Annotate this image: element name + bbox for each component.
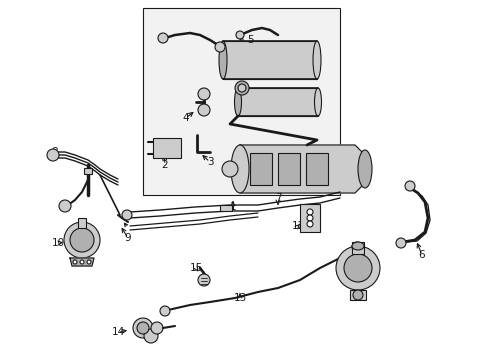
Circle shape [160, 306, 170, 316]
Bar [305, 153, 327, 185]
Text: 12: 12 [291, 221, 304, 231]
Text: 8: 8 [52, 147, 58, 157]
Circle shape [47, 149, 59, 161]
Bar [351, 242, 363, 254]
Circle shape [306, 221, 312, 227]
Bar [349, 290, 365, 300]
Bar [220, 205, 231, 211]
Circle shape [222, 161, 238, 177]
Ellipse shape [351, 242, 363, 250]
Text: 2: 2 [162, 160, 168, 170]
Text: 13: 13 [233, 293, 246, 303]
Ellipse shape [235, 81, 248, 95]
Text: 10: 10 [51, 238, 64, 248]
Circle shape [352, 290, 362, 300]
Circle shape [306, 209, 312, 215]
Polygon shape [70, 258, 94, 266]
Circle shape [73, 260, 77, 264]
Bar [278, 153, 299, 185]
Ellipse shape [230, 145, 248, 193]
Bar [78, 218, 86, 228]
Ellipse shape [357, 150, 371, 188]
Ellipse shape [312, 41, 320, 79]
Ellipse shape [314, 88, 321, 116]
Circle shape [87, 260, 91, 264]
Text: 15: 15 [189, 263, 202, 273]
Circle shape [64, 222, 100, 258]
Bar [299, 204, 319, 232]
Bar [153, 138, 181, 158]
Ellipse shape [238, 84, 245, 92]
Circle shape [395, 238, 405, 248]
Circle shape [404, 181, 414, 191]
Circle shape [343, 254, 371, 282]
Circle shape [80, 260, 84, 264]
Circle shape [335, 246, 379, 290]
Text: 1: 1 [229, 202, 236, 212]
Circle shape [198, 104, 209, 116]
Circle shape [122, 210, 132, 220]
Circle shape [59, 200, 71, 212]
Text: 11: 11 [347, 293, 361, 303]
Circle shape [351, 242, 361, 252]
Circle shape [306, 215, 312, 221]
Text: 6: 6 [418, 250, 425, 260]
Circle shape [151, 322, 163, 334]
Circle shape [133, 318, 153, 338]
Polygon shape [223, 41, 316, 79]
Circle shape [143, 329, 158, 343]
Circle shape [198, 88, 209, 100]
Bar [249, 153, 271, 185]
Text: 7: 7 [274, 193, 281, 203]
Circle shape [215, 42, 224, 52]
Polygon shape [240, 145, 364, 193]
Ellipse shape [234, 88, 241, 116]
Polygon shape [238, 88, 317, 116]
Circle shape [198, 274, 209, 286]
Circle shape [137, 322, 149, 334]
Bar [84, 168, 92, 174]
Text: 9: 9 [124, 233, 131, 243]
Bar [142, 8, 339, 195]
Circle shape [70, 228, 94, 252]
Circle shape [236, 31, 244, 39]
Circle shape [158, 33, 168, 43]
Text: 4: 4 [183, 113, 189, 123]
Text: 14: 14 [111, 327, 124, 337]
Ellipse shape [219, 41, 226, 79]
Text: 5: 5 [246, 35, 253, 45]
Text: 3: 3 [206, 157, 213, 167]
